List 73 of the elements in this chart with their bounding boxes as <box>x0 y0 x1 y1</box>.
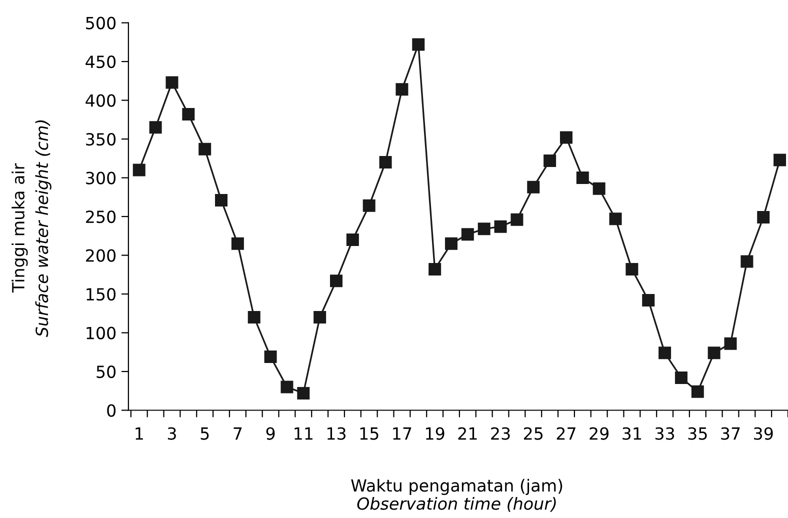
point <box>527 180 540 194</box>
point <box>182 108 195 120</box>
point <box>576 172 589 184</box>
point <box>362 199 376 212</box>
point <box>708 346 720 360</box>
y-axis-title: Tinggi muka air Surface water height (cm) <box>12 120 52 338</box>
point <box>215 194 228 206</box>
point <box>609 212 622 226</box>
x-tick-label: 13 <box>327 427 346 440</box>
y-tick-label: 200 <box>86 249 116 262</box>
x-tick-label: 15 <box>360 427 378 440</box>
point <box>674 371 688 384</box>
point <box>626 262 638 276</box>
y-tick-label: 150 <box>86 288 116 301</box>
y-tick-label: 500 <box>86 16 116 30</box>
point <box>461 228 474 241</box>
x-tick-label: 39 <box>754 427 773 440</box>
point <box>658 346 672 360</box>
point <box>774 154 786 166</box>
y-tick-label: 450 <box>86 56 116 68</box>
x-tick-label: 11 <box>294 427 312 440</box>
y-tick-label: 300 <box>86 172 116 184</box>
point <box>444 237 458 250</box>
point <box>198 142 212 156</box>
point <box>149 121 162 134</box>
point <box>757 211 770 224</box>
x-tick-label: 9 <box>266 427 275 440</box>
point <box>724 337 737 350</box>
x-tick-label: 29 <box>590 427 609 440</box>
x-tick-label: 27 <box>556 427 576 440</box>
x-tick-label: 3 <box>168 427 176 440</box>
point <box>691 385 704 398</box>
x-tick-label: 17 <box>393 427 412 440</box>
point <box>297 386 310 400</box>
point <box>231 237 244 250</box>
x-tick-label: 1 <box>136 427 143 440</box>
x-tick-label: 21 <box>458 427 477 440</box>
x-tick-label: 31 <box>622 427 642 440</box>
point <box>428 262 442 276</box>
point <box>560 131 572 144</box>
x-tick-label: 23 <box>491 427 510 440</box>
point <box>280 380 294 394</box>
point <box>740 255 754 268</box>
x-tick-label: 7 <box>234 427 242 440</box>
x-axis-title: Waktu pengamatan (jam) Observation time (hour) <box>351 478 562 512</box>
point <box>478 222 490 236</box>
point <box>314 311 326 324</box>
point <box>510 213 524 226</box>
x-tick-label: 33 <box>655 427 674 440</box>
point <box>264 350 277 364</box>
point <box>412 38 425 51</box>
x-tick-label: 5 <box>200 427 209 440</box>
y-tick-label: 400 <box>86 94 116 107</box>
point <box>330 274 342 288</box>
y-tick-label: 100 <box>86 326 116 340</box>
x-tick-label: 19 <box>426 427 444 440</box>
y-tick-label: 350 <box>86 132 116 146</box>
x-tick-label: 25 <box>524 427 543 440</box>
point <box>166 76 178 89</box>
point <box>248 311 260 324</box>
point <box>642 294 655 306</box>
y-tick-label: 0 <box>107 404 116 417</box>
point <box>544 154 556 167</box>
point <box>494 220 507 233</box>
point <box>396 83 408 96</box>
point <box>132 164 146 176</box>
x-tick-label: 35 <box>688 427 707 440</box>
point <box>379 156 392 169</box>
y-tick-label: 250 <box>86 210 116 224</box>
point <box>346 234 359 246</box>
point <box>592 182 606 195</box>
y-tick-label: 50 <box>96 365 116 378</box>
x-tick-label: 37 <box>721 427 740 440</box>
